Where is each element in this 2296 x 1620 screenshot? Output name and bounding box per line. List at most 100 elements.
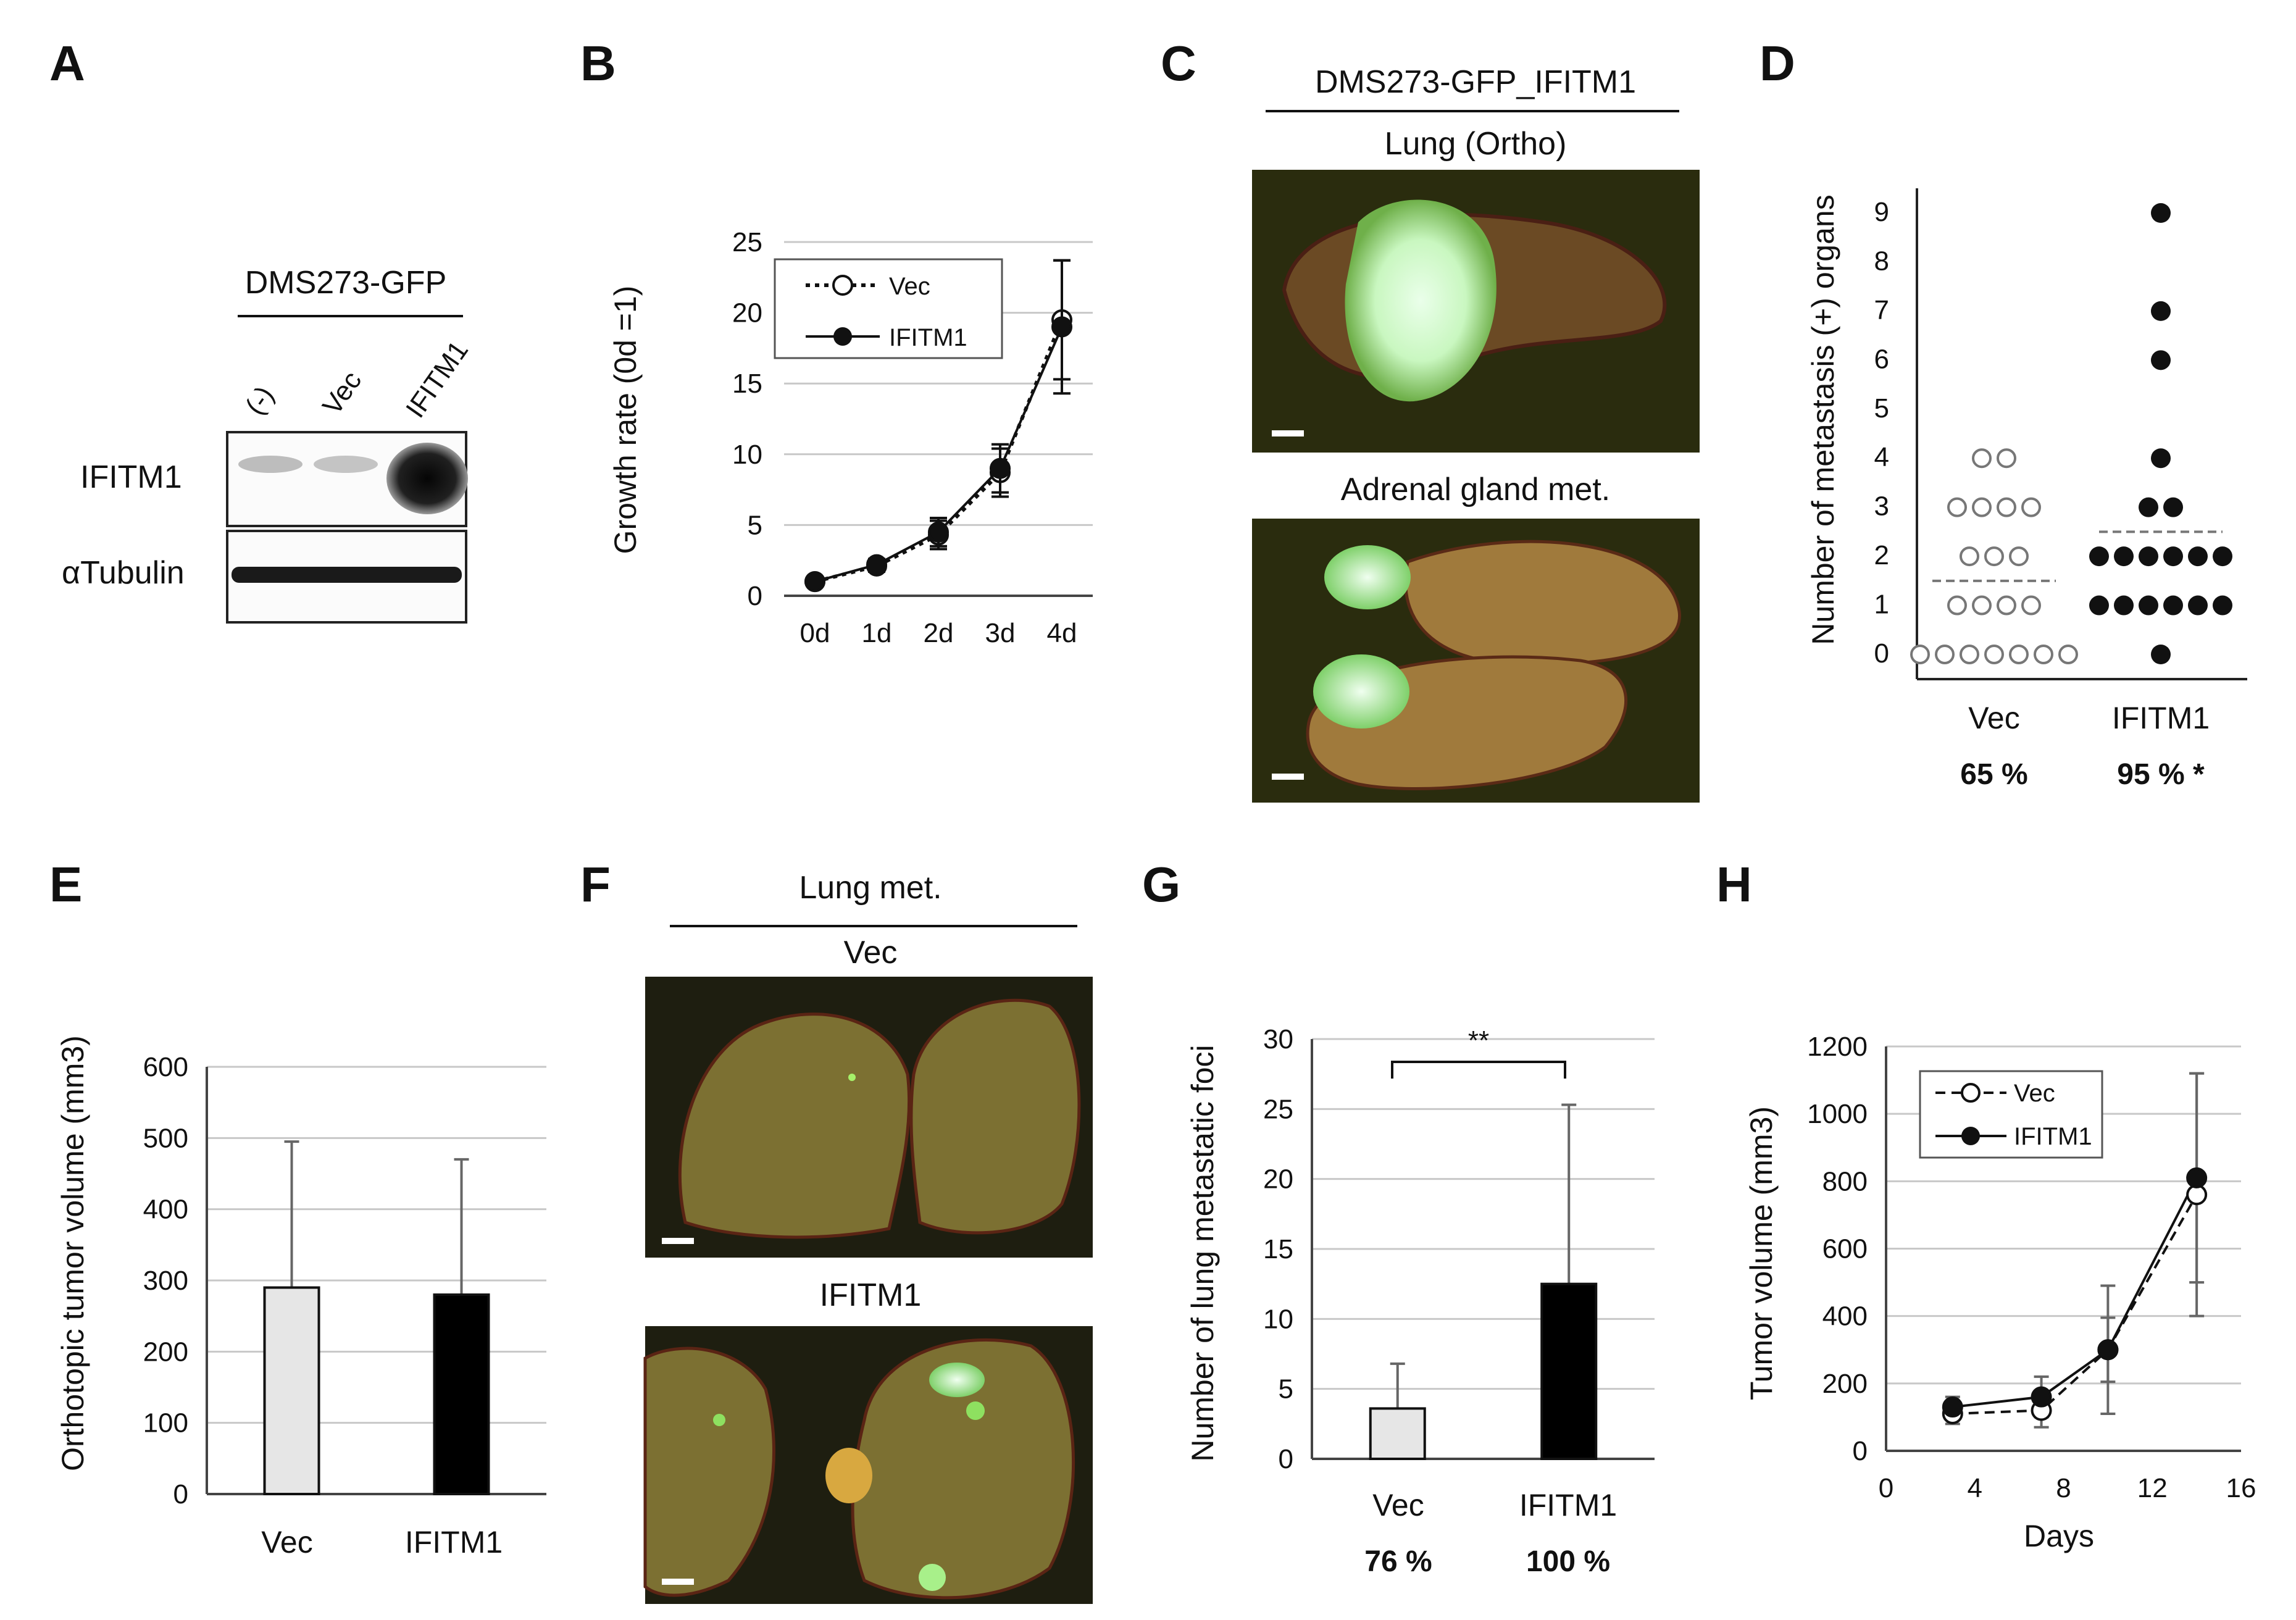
gfp-tumor-large [1345,199,1497,402]
panel-e-y-axis-label: Orthotopic tumor volume (mm3) [56,1035,90,1471]
panel-label-a: A [49,36,85,91]
panel-label-d: D [1760,36,1795,91]
y-tick-label: 15 [1263,1234,1293,1264]
lung-lobe-right-ifitm1 [851,1338,1075,1600]
x-tick-label: 2d [924,618,954,648]
panel-h-legend-marker-ifitm1 [1961,1127,1980,1145]
dot-ifitm1 [2213,595,2232,616]
x-tick-label: 4 [1968,1473,1982,1503]
dot-vec [1972,497,1992,517]
panel-e-bar-chart: 0 100 200 300 400 500 600 Orthotopic tumor vol… [56,1035,546,1559]
x-tick-label: 3d [985,618,1016,648]
y-tick-label: 9 [1874,197,1889,227]
gfp-adrenal-upper [1324,545,1411,609]
data-point-ifitm1 [2031,1386,2052,1408]
panel-e-x-label-ifitm1: IFITM1 [405,1525,503,1559]
panel-d-x-label-vec: Vec [1968,701,2019,735]
dot-ifitm1 [2188,546,2208,567]
dot-ifitm1 [2163,546,2183,567]
y-tick-label: 5 [1874,393,1889,424]
y-tick-label: 0 [1874,638,1889,669]
y-tick-label: 400 [1822,1301,1868,1332]
hemorrhage-region [825,1448,872,1503]
lung-lobe-left-ifitm1 [643,1347,775,1597]
dot-vec [1947,595,1967,616]
gfp-focus-ifitm1-3 [713,1414,725,1426]
dot-vec [2021,497,2041,517]
y-tick-label: 6 [1874,344,1889,374]
dot-vec [1972,595,1992,616]
dot-vec [1997,448,2016,469]
bar-ifitm1 [433,1293,490,1495]
panel-d-x-label-ifitm1: IFITM1 [2112,701,2210,735]
bar-ifitm1 [1540,1282,1598,1461]
dot-ifitm1 [2089,595,2109,616]
dot-ifitm1 [2114,546,2134,567]
panel-f-image1-label: Vec [844,935,898,971]
panel-label-c: C [1161,36,1196,91]
dot-vec [2034,645,2053,664]
panel-h-legend-box [1919,1070,2103,1159]
data-point-ifitm1 [866,554,887,575]
panel-b-legend-marker-ifitm1 [833,327,852,346]
panel-b-legend-marker-vec [832,275,853,296]
y-tick-label: 25 [1263,1094,1293,1124]
panel-f-image2-label: IFITM1 [820,1277,922,1313]
panel-f-header: Lung met. [799,870,941,906]
panel-g-percent-ifitm1: 100 % [1526,1545,1610,1578]
panel-g-y-axis-label: Number of lung metastatic foci [1185,1045,1220,1461]
y-tick-label: 1 [1874,590,1889,620]
y-tick-label: 1000 [1807,1099,1868,1129]
kidney-upper [1404,540,1681,666]
y-tick-label: 200 [143,1337,188,1367]
panel-d-dot-plot: 0 1 2 3 4 5 6 7 8 9 Number of metastasis (+) orga… [1806,188,2247,791]
panel-h-line-chart: 0 200 400 600 800 1000 1200 0 4 8 12 16 Tumor volum… [1744,1032,2256,1553]
data-point-ifitm1 [2097,1339,2119,1361]
y-tick-label: 600 [1822,1234,1868,1264]
blot-band-ifitm1 [386,443,468,514]
panel-d-percent-ifitm1: 95 % * [2117,758,2205,791]
y-tick-label: 500 [143,1123,188,1153]
dot-vec [1947,497,1967,517]
panel-g-percent-vec: 76 % [1364,1545,1432,1578]
x-tick-label: 1d [862,618,892,648]
panel-f-images: Lung met. Vec IFITM1 [643,870,1093,1604]
dot-vec [1935,645,1955,664]
panel-h-legend-marker-vec [1961,1083,1981,1103]
y-tick-label: 0 [1853,1436,1868,1466]
dot-ifitm1 [2213,546,2232,567]
dot-ifitm1 [2139,595,2158,616]
bar-vec [1369,1407,1426,1460]
panel-d-y-axis-label: Number of metastasis (+) organs [1806,194,1840,645]
panel-label-f: F [580,857,611,912]
y-tick-label: 0 [1279,1444,1293,1474]
series-line-vec [1952,1194,2198,1415]
panel-g-x-label-vec: Vec [1372,1488,1424,1522]
panel-label-h: H [1716,857,1752,912]
panel-c-image1-label: Lung (Ortho) [1385,126,1567,162]
panel-e-x-label-vec: Vec [261,1525,312,1559]
y-tick-label: 2 [1874,540,1889,570]
y-tick-label: 30 [1263,1024,1293,1054]
y-tick-label: 10 [732,440,762,470]
panel-h-y-axis-label: Tumor volume (mm3) [1744,1106,1779,1400]
y-tick-label: 600 [143,1052,188,1082]
blot-row-label-tubulin: αTubulin [62,555,185,591]
dot-ifitm1 [2163,595,2183,616]
panel-h-legend-vec: Vec [2014,1080,2055,1107]
dot-ifitm1 [2089,546,2109,567]
y-tick-label: 4 [1874,442,1889,472]
y-tick-label: 5 [1279,1374,1293,1405]
panel-b-y-axis-label: Growth rate (0d =1) [608,286,643,554]
dot-ifitm1 [2163,497,2183,517]
y-tick-label: 5 [748,510,762,540]
dot-vec [1960,645,1979,664]
y-tick-label: 1200 [1807,1032,1868,1062]
panel-c-image2-label: Adrenal gland met. [1341,472,1611,507]
panel-a-western-blot: DMS273-GFP (-) Vec IFITM1 IFITM1 αTubuli… [62,265,474,624]
dot-vec [1972,448,1992,469]
y-tick-label: 20 [1263,1164,1293,1195]
dot-ifitm1 [2188,595,2208,616]
dot-vec [2021,595,2041,616]
dot-vec [2058,645,2078,664]
